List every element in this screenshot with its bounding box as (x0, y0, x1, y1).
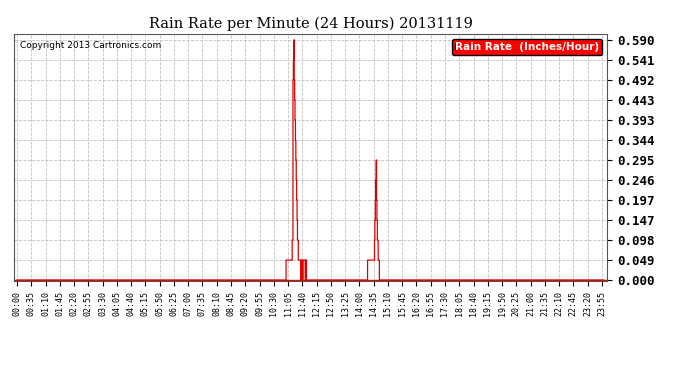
Title: Rain Rate per Minute (24 Hours) 20131119: Rain Rate per Minute (24 Hours) 20131119 (148, 17, 473, 31)
Legend: Rain Rate  (Inches/Hour): Rain Rate (Inches/Hour) (452, 39, 602, 55)
Text: Copyright 2013 Cartronics.com: Copyright 2013 Cartronics.com (20, 41, 161, 50)
